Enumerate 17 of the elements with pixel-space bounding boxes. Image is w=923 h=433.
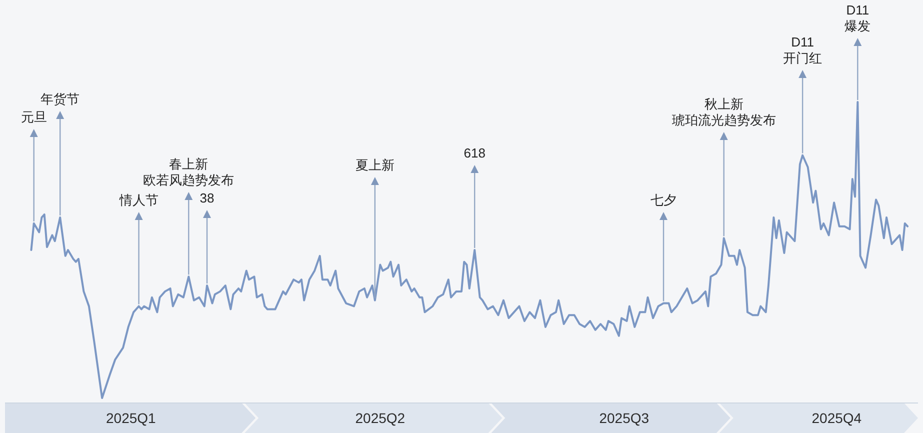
annotation: 情人节 [118,192,158,208]
x-tick-label: 2025Q1 [106,410,156,426]
x-tick-label: 2025Q2 [355,410,406,426]
annotation: 七夕 [650,192,677,208]
x-tick-label: 2025Q4 [812,410,862,426]
annotation: 琥珀流光趋势发布 [672,112,776,128]
annotation: D11 开门红 [783,34,822,66]
annotation: D11 爆发 [844,2,871,34]
annotation: 618 [464,146,486,160]
x-tick-label: 2025Q3 [599,410,650,426]
annotation: 年货节 [40,92,80,106]
annotation: 元旦 [20,110,47,124]
annotation: 秋上新 [704,96,744,112]
annotation: 春上新 [169,156,208,172]
annotation: 欧若风趋势发布 [143,172,234,188]
annotation: 38 [200,190,214,206]
annotation: 夏上新 [355,158,394,172]
